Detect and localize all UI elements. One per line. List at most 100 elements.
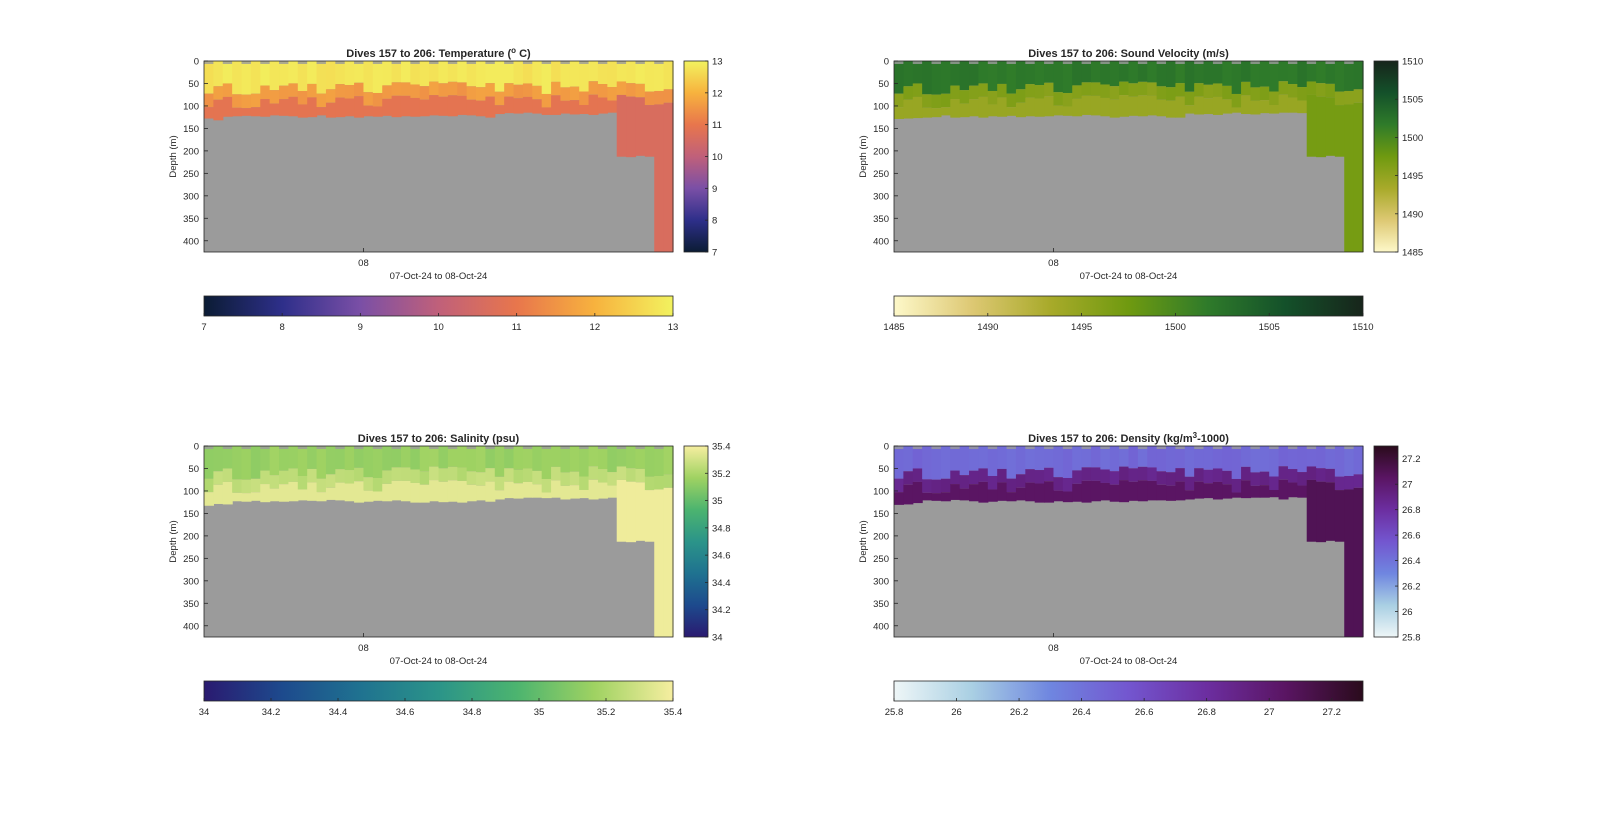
surface-gap xyxy=(1344,61,1354,64)
heatmap-cell xyxy=(232,446,243,480)
heatmap-cell xyxy=(504,468,515,482)
heatmap-cell xyxy=(391,82,402,96)
heatmap-cell xyxy=(579,61,590,92)
heatmap-cell xyxy=(551,446,562,467)
heatmap-cell xyxy=(391,95,402,118)
colorbar-tick-label: 27.2 xyxy=(1402,454,1421,465)
surface-gap xyxy=(1006,446,1016,449)
heatmap-cell xyxy=(1316,96,1327,158)
surface-gap xyxy=(654,61,664,64)
heatmap-cell xyxy=(354,467,365,482)
y-tick-label: 50 xyxy=(878,464,889,475)
heatmap-cell xyxy=(922,94,933,108)
surface-gap xyxy=(1156,61,1167,64)
heatmap-cell xyxy=(260,99,271,117)
heatmap-cell xyxy=(1053,61,1064,93)
heatmap-cell xyxy=(1137,81,1148,96)
heatmap-cell xyxy=(297,475,308,490)
heatmap-cell xyxy=(1006,446,1017,479)
heatmap-cell xyxy=(922,492,933,501)
heatmap-cell xyxy=(297,489,308,501)
heatmap-cell xyxy=(579,476,590,490)
heatmap-cell xyxy=(213,99,224,121)
colorbar-h-tick-label: 34.8 xyxy=(463,707,482,718)
colorbar-h-tick-label: 34.2 xyxy=(262,707,281,718)
heatmap-cell xyxy=(1015,89,1026,103)
heatmap-cell xyxy=(1316,481,1327,543)
heatmap-cell xyxy=(400,480,411,502)
colorbar-h-tick-label: 26 xyxy=(951,707,962,718)
colorbar-tick-label: 1505 xyxy=(1402,95,1423,106)
heatmap-cell xyxy=(940,61,951,94)
heatmap-cell xyxy=(1344,61,1355,91)
surface-gap xyxy=(912,446,923,449)
heatmap-cell xyxy=(912,468,923,482)
heatmap-cell xyxy=(978,446,989,469)
surface-gap xyxy=(1100,61,1110,64)
heatmap-cell xyxy=(950,85,961,100)
surface-gap xyxy=(297,61,308,64)
heatmap-cell xyxy=(607,61,618,88)
heatmap-cell xyxy=(950,484,961,500)
heatmap-cell xyxy=(1081,467,1092,481)
heatmap-cell xyxy=(494,91,505,106)
surface-gap xyxy=(894,61,904,64)
title-superscript: o xyxy=(511,46,516,55)
heatmap-cell xyxy=(325,446,336,475)
heatmap-cell xyxy=(447,95,458,117)
y-axis-label: Depth (m) xyxy=(858,520,869,562)
heatmap-cell xyxy=(532,470,543,485)
heatmap-cell xyxy=(1212,96,1223,115)
y-tick-label: 300 xyxy=(183,576,199,587)
heatmap-cell xyxy=(1147,61,1158,83)
colorbar-tick-label: 34.4 xyxy=(712,578,731,589)
heatmap-cell xyxy=(1259,485,1270,498)
heatmap-cell xyxy=(1062,61,1073,93)
plot-frame xyxy=(893,60,1364,253)
heatmap-cell xyxy=(457,61,468,83)
heatmap-cell xyxy=(1203,446,1214,470)
heatmap-cell xyxy=(1175,96,1186,118)
heatmap-cell xyxy=(551,95,562,115)
heatmap-cell xyxy=(959,90,970,104)
heatmap-cell xyxy=(466,86,477,100)
heatmap-cell xyxy=(279,99,290,116)
heatmap-cell xyxy=(1044,82,1055,97)
heatmap-cell xyxy=(1203,469,1214,484)
heatmap-cell xyxy=(1100,97,1111,117)
heatmap-cell xyxy=(419,99,430,117)
surface-gap xyxy=(579,61,589,64)
heatmap-cell xyxy=(279,484,290,502)
heatmap-cell xyxy=(1231,93,1242,108)
heatmap-cell xyxy=(447,81,458,96)
surface-gap xyxy=(204,446,214,449)
heatmap-cell xyxy=(476,446,486,473)
x-axis-label: 07-Oct-24 to 08-Oct-24 xyxy=(390,656,488,667)
heatmap-cell xyxy=(447,466,458,481)
heatmap-cell xyxy=(1259,471,1270,486)
heatmap-cell xyxy=(485,468,496,482)
colorbar-tick-label: 11 xyxy=(712,120,722,131)
heatmap-cell xyxy=(522,481,533,498)
heatmap-cell xyxy=(354,61,365,83)
heatmap-cell xyxy=(1278,479,1289,500)
heatmap-cell xyxy=(560,446,571,473)
heatmap-cell xyxy=(410,84,421,98)
heatmap-cell xyxy=(644,61,655,92)
heatmap-cell xyxy=(410,482,421,503)
heatmap-cell xyxy=(1034,470,1045,484)
heatmap-cell xyxy=(485,446,496,469)
y-tick-label: 50 xyxy=(188,464,199,475)
title-part: Dives 157 to 206: Salinity (psu) xyxy=(358,433,520,445)
heatmap-cell xyxy=(1194,61,1205,84)
heatmap-cell xyxy=(1166,472,1176,486)
heatmap-cell xyxy=(635,468,646,483)
colorbar-tick-label: 26.8 xyxy=(1402,505,1421,516)
heatmap-cell xyxy=(1119,480,1130,503)
heatmap-cell xyxy=(1034,446,1045,471)
heatmap-cell xyxy=(372,477,383,492)
heatmap-cell xyxy=(1156,61,1167,87)
heatmap-cell xyxy=(959,446,970,476)
y-axis-label: Depth (m) xyxy=(168,520,179,562)
heatmap-cell xyxy=(663,102,674,252)
